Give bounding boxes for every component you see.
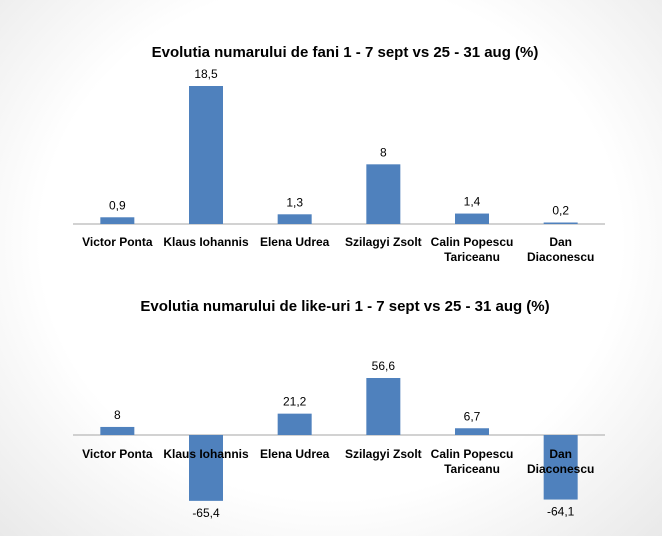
- chart-1-data-label: 0,9: [109, 198, 126, 212]
- chart-2-bar: [455, 428, 489, 435]
- chart-1-data-label: 0,2: [552, 204, 569, 218]
- chart-1-bar: [100, 217, 135, 224]
- chart-2-category-label: Dan: [549, 447, 572, 461]
- chart-2-category-label: Klaus Iohannis: [163, 447, 249, 461]
- chart-2-category-label: Victor Ponta: [82, 447, 153, 461]
- chart-1-data-label: 18,5: [194, 67, 218, 81]
- chart-1-bar: [189, 86, 223, 224]
- chart-2-title: Evolutia numarului de like-uri 1 - 7 sep…: [140, 298, 549, 315]
- chart-2-bar: [277, 413, 312, 435]
- chart-1-category-label: Szilagyi Zsolt: [345, 235, 422, 249]
- chart-1-bar: [366, 164, 401, 224]
- chart-2-data-label: -64,1: [547, 505, 575, 519]
- chart-2-bar: [543, 435, 578, 500]
- chart-2-data-label: 21,2: [283, 395, 307, 409]
- chart-1-category-label: Klaus Iohannis: [163, 235, 249, 249]
- chart-2-data-label: -65,4: [192, 506, 220, 520]
- chart-2-bar: [189, 435, 223, 501]
- chart-1-category-label: Dan: [549, 235, 572, 249]
- chart-2-bar: [100, 426, 135, 435]
- chart-1-category-label: Calin Popescu: [431, 235, 514, 249]
- chart-1-data-label: 1,3: [286, 195, 303, 209]
- chart-1-data-label: 1,4: [464, 195, 481, 209]
- chart-1-bar: [543, 222, 578, 224]
- chart-2-category-label: Calin Popescu: [431, 447, 514, 461]
- chart-2-bar: [366, 378, 401, 435]
- chart-1-category-label: Victor Ponta: [82, 235, 153, 249]
- chart-2-data-label: 56,6: [372, 359, 396, 373]
- chart-1-category-label: Diaconescu: [527, 250, 594, 264]
- chart-2-category-label: Diaconescu: [527, 462, 594, 476]
- chart-1-category-label: Tariceanu: [444, 250, 500, 264]
- chart-2-category-label: Elena Udrea: [260, 447, 330, 461]
- chart-2-data-label: 6,7: [464, 409, 481, 423]
- chart-2-category-label: Tariceanu: [444, 462, 500, 476]
- chart-2-category-label: Szilagyi Zsolt: [345, 447, 422, 461]
- chart-1-category-label: Elena Udrea: [260, 235, 330, 249]
- chart-1-bar: [277, 214, 312, 224]
- chart-2-data-label: 8: [114, 408, 121, 422]
- chart-1-data-label: 8: [380, 145, 387, 159]
- chart-1-title: Evolutia numarului de fani 1 - 7 sept vs…: [152, 44, 539, 61]
- chart-1-bar: [455, 213, 489, 224]
